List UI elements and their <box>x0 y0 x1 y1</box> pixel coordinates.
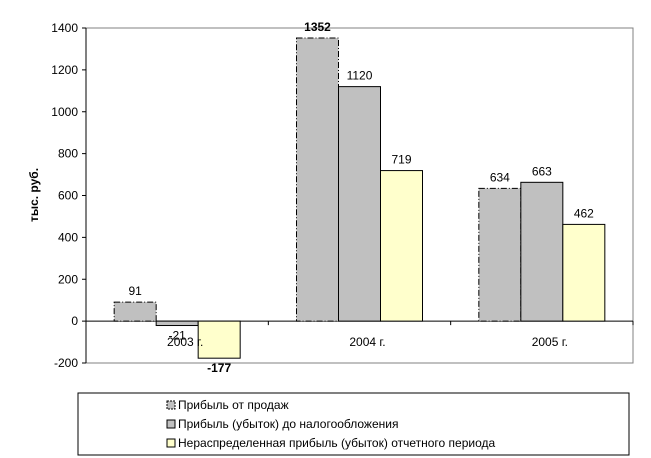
legend-label: Прибыль от продаж <box>178 398 289 412</box>
y-axis-label: тыс. руб. <box>27 168 41 222</box>
legend: Прибыль от продаж Прибыль (убыток) до нал… <box>77 392 630 456</box>
legend-swatch <box>166 400 176 410</box>
bar-series-1 <box>113 301 157 322</box>
y-tick-label: 800 <box>58 147 78 161</box>
bar-series-2 <box>155 320 199 327</box>
data-label: 634 <box>490 170 510 184</box>
data-label: 719 <box>391 153 411 167</box>
bar-series-3 <box>562 223 606 322</box>
legend-swatch <box>166 438 176 448</box>
legend-label: Прибыль (убыток) до налогообложения <box>178 417 398 431</box>
y-tick-label: -200 <box>54 356 78 370</box>
bar-series-2 <box>338 86 381 322</box>
axis-layer: -200 0 200 400 600 800 1000 1200 1400 <box>51 21 634 370</box>
x-category-label: 2003 г. <box>167 335 203 349</box>
y-tick-label: 400 <box>58 230 78 244</box>
y-tick-label: 200 <box>58 272 78 286</box>
y-tick-label: 0 <box>71 314 78 328</box>
data-label: 1352 <box>304 20 331 34</box>
bar-series-3 <box>380 170 423 322</box>
data-label: 1120 <box>347 69 373 83</box>
legend-swatch <box>166 419 176 429</box>
y-tick-label: 600 <box>58 189 78 203</box>
bar-series-2 <box>520 181 564 322</box>
y-tick-label: 1200 <box>51 63 78 77</box>
data-label: 462 <box>574 206 594 220</box>
bar-series-1 <box>296 37 339 322</box>
x-category-label: 2004 г. <box>349 335 385 349</box>
labels-layer: 2003 г. 91 -21 -177 2004 г. 1352 1120 719 2005 г… <box>128 20 594 375</box>
data-label: 663 <box>532 164 552 178</box>
bars-layer <box>113 37 606 359</box>
bar-series-3 <box>197 320 241 359</box>
y-tick-label: 1000 <box>51 105 78 119</box>
data-label: -21 <box>168 329 186 343</box>
x-category-label: 2005 г. <box>532 335 568 349</box>
bar-series-1 <box>478 187 522 322</box>
y-tick-label: 1400 <box>51 21 78 35</box>
data-label: 91 <box>128 284 142 298</box>
legend-label: Нераспределенная прибыль (убыток) отчетн… <box>178 436 496 450</box>
data-label: -177 <box>207 361 231 375</box>
